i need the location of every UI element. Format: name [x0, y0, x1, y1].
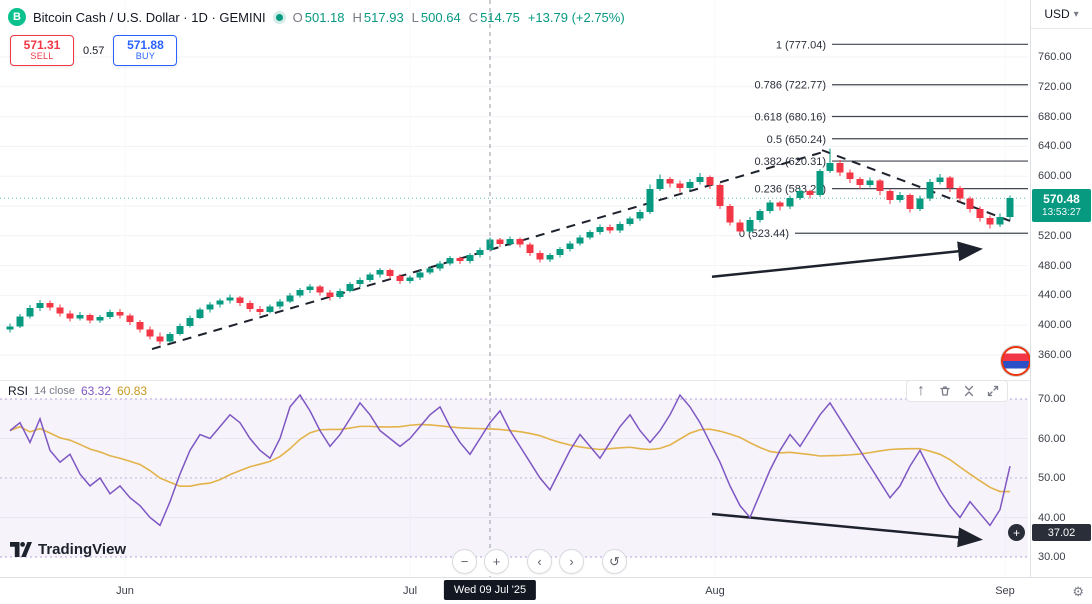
sell-button[interactable]: 571.31 SELL [10, 35, 74, 66]
rsi-tick-label: 60.00 [1038, 432, 1066, 445]
sell-label: SELL [30, 51, 54, 62]
svg-text:0.236 (583.29): 0.236 (583.29) [754, 184, 826, 196]
svg-text:0.618 (680.16): 0.618 (680.16) [754, 111, 826, 123]
rsi-tick-label: 30.00 [1038, 551, 1066, 563]
rsi-tick-label: 50.00 [1038, 472, 1066, 484]
svg-text:0.786 (722.77): 0.786 (722.77) [754, 80, 826, 92]
open-value: 501.18 [304, 9, 345, 25]
buy-label: BUY [135, 51, 156, 62]
svg-text:1 (777.04): 1 (777.04) [776, 39, 826, 51]
price-tick-label: 520.00 [1038, 229, 1072, 242]
drawing-value-badge: 37.02 [1032, 524, 1091, 541]
market-status-icon [275, 13, 283, 21]
price-tick-label: 360.00 [1038, 349, 1072, 361]
rsi-band [0, 398, 1028, 558]
close-value: 514.75 [480, 9, 520, 25]
price-tick-label: 640.00 [1038, 140, 1072, 153]
drawing-anchor-plus-icon[interactable]: + [1008, 524, 1025, 541]
current-price-badge: 570.48 13:53:27 [1032, 189, 1091, 222]
currency-selector[interactable]: USD ▾ [1031, 0, 1092, 29]
bitcoin-cash-logo-icon: B [8, 8, 26, 26]
price-axis[interactable]: USD ▾ 760.00720.00680.00640.00600.00560.… [1030, 0, 1092, 577]
scroll-left-button[interactable]: ‹ [527, 549, 552, 574]
buy-price: 571.88 [127, 38, 164, 53]
current-price-value: 570.48 [1043, 191, 1080, 206]
rsi-line [9, 393, 1011, 527]
svg-text:0.382 (620.31): 0.382 (620.31) [754, 156, 826, 168]
sell-price: 571.31 [23, 38, 61, 53]
low-label: L [411, 9, 419, 25]
trade-widget: 571.31 SELL 0.57 571.88 BUY [10, 35, 178, 66]
rsi-pane-toolbar: ↑ [906, 380, 1008, 402]
open-label: O [292, 9, 303, 25]
arrow-drawing[interactable] [711, 241, 983, 548]
trendline-drawing[interactable] [151, 149, 1017, 350]
high-label: H [352, 9, 362, 25]
time-axis[interactable]: Wed 09 Jul '25 ⚙ Jun Jul Aug Sep [0, 577, 1092, 604]
tradingview-logo[interactable]: TradingView [10, 541, 126, 558]
price-tick-label: 720.00 [1038, 80, 1072, 93]
symbol-title[interactable]: Bitcoin Cash / U.S. Dollar · 1D · GEMINI [33, 9, 266, 25]
rsi-tick-label: 40.00 [1038, 511, 1066, 524]
rsi-value-smooth: 60.83 [117, 384, 148, 398]
crosshair-date-badge: Wed 09 Jul '25 [443, 580, 537, 600]
zoom-out-button[interactable]: − [452, 549, 477, 574]
scroll-right-button[interactable]: › [559, 549, 584, 574]
zoom-in-button[interactable]: + [484, 549, 509, 574]
svg-text:0 (523.44): 0 (523.44) [739, 228, 789, 240]
gridlines [0, 56, 1028, 518]
high-value: 517.93 [363, 9, 404, 25]
chart-sticker-icon [1001, 346, 1031, 376]
rsi-params: 14 close [34, 385, 75, 397]
candlestick-series [6, 148, 1014, 345]
chevron-down-icon: ▾ [1073, 8, 1079, 20]
chart-nav-toolbar: − + ‹ › ↺ [452, 549, 627, 574]
currency-label: USD [1044, 7, 1070, 21]
tradingview-logo-text: TradingView [38, 541, 127, 558]
rsi-value-main: 63.32 [81, 384, 112, 398]
symbol-legend: B Bitcoin Cash / U.S. Dollar · 1D · GEMI… [8, 8, 625, 26]
price-tick-label: 440.00 [1038, 289, 1072, 302]
time-tick-label: Aug [705, 585, 725, 597]
price-tick-label: 760.00 [1038, 51, 1072, 63]
price-tick-label: 600.00 [1038, 170, 1072, 183]
tradingview-logo-icon [10, 542, 32, 557]
delete-pane-icon[interactable] [936, 383, 954, 399]
svg-text:0.5 (650.24): 0.5 (650.24) [767, 134, 826, 146]
change-value: +13.79 (+2.75%) [527, 9, 625, 25]
rsi-legend: RSI 14 close 63.32 60.83 [8, 384, 147, 398]
close-label: C [468, 9, 479, 25]
pane-separator[interactable] [0, 380, 1030, 381]
price-tick-label: 680.00 [1038, 110, 1072, 123]
rsi-indicator-name[interactable]: RSI [8, 384, 29, 398]
price-tick-label: 400.00 [1038, 319, 1072, 332]
reset-chart-button[interactable]: ↺ [602, 549, 627, 574]
maximize-pane-icon[interactable] [984, 383, 1002, 399]
move-pane-up-icon[interactable]: ↑ [917, 382, 925, 399]
buy-button[interactable]: 571.88 BUY [113, 35, 178, 66]
time-tick-label: Sep [995, 585, 1015, 597]
price-tick-label: 480.00 [1038, 259, 1072, 272]
ohlc-values: O 501.18 H 517.93 L 500.64 C 514.75 +13.79 (… [293, 10, 625, 25]
bar-countdown: 13:53:27 [1042, 206, 1081, 218]
fib-retracement-drawing[interactable]: 1 (777.04) 0.786 (722.77) 0.618 (680.16) 0.… [739, 39, 1028, 240]
rsi-tick-label: 70.00 [1038, 393, 1066, 405]
low-value: 500.64 [420, 9, 461, 25]
collapse-pane-icon[interactable] [960, 383, 978, 399]
time-tick-label: Jul [402, 585, 418, 597]
gear-icon[interactable]: ⚙ [1072, 584, 1084, 599]
spread-value: 0.57 [83, 44, 105, 57]
time-tick-label: Jun [116, 585, 134, 597]
